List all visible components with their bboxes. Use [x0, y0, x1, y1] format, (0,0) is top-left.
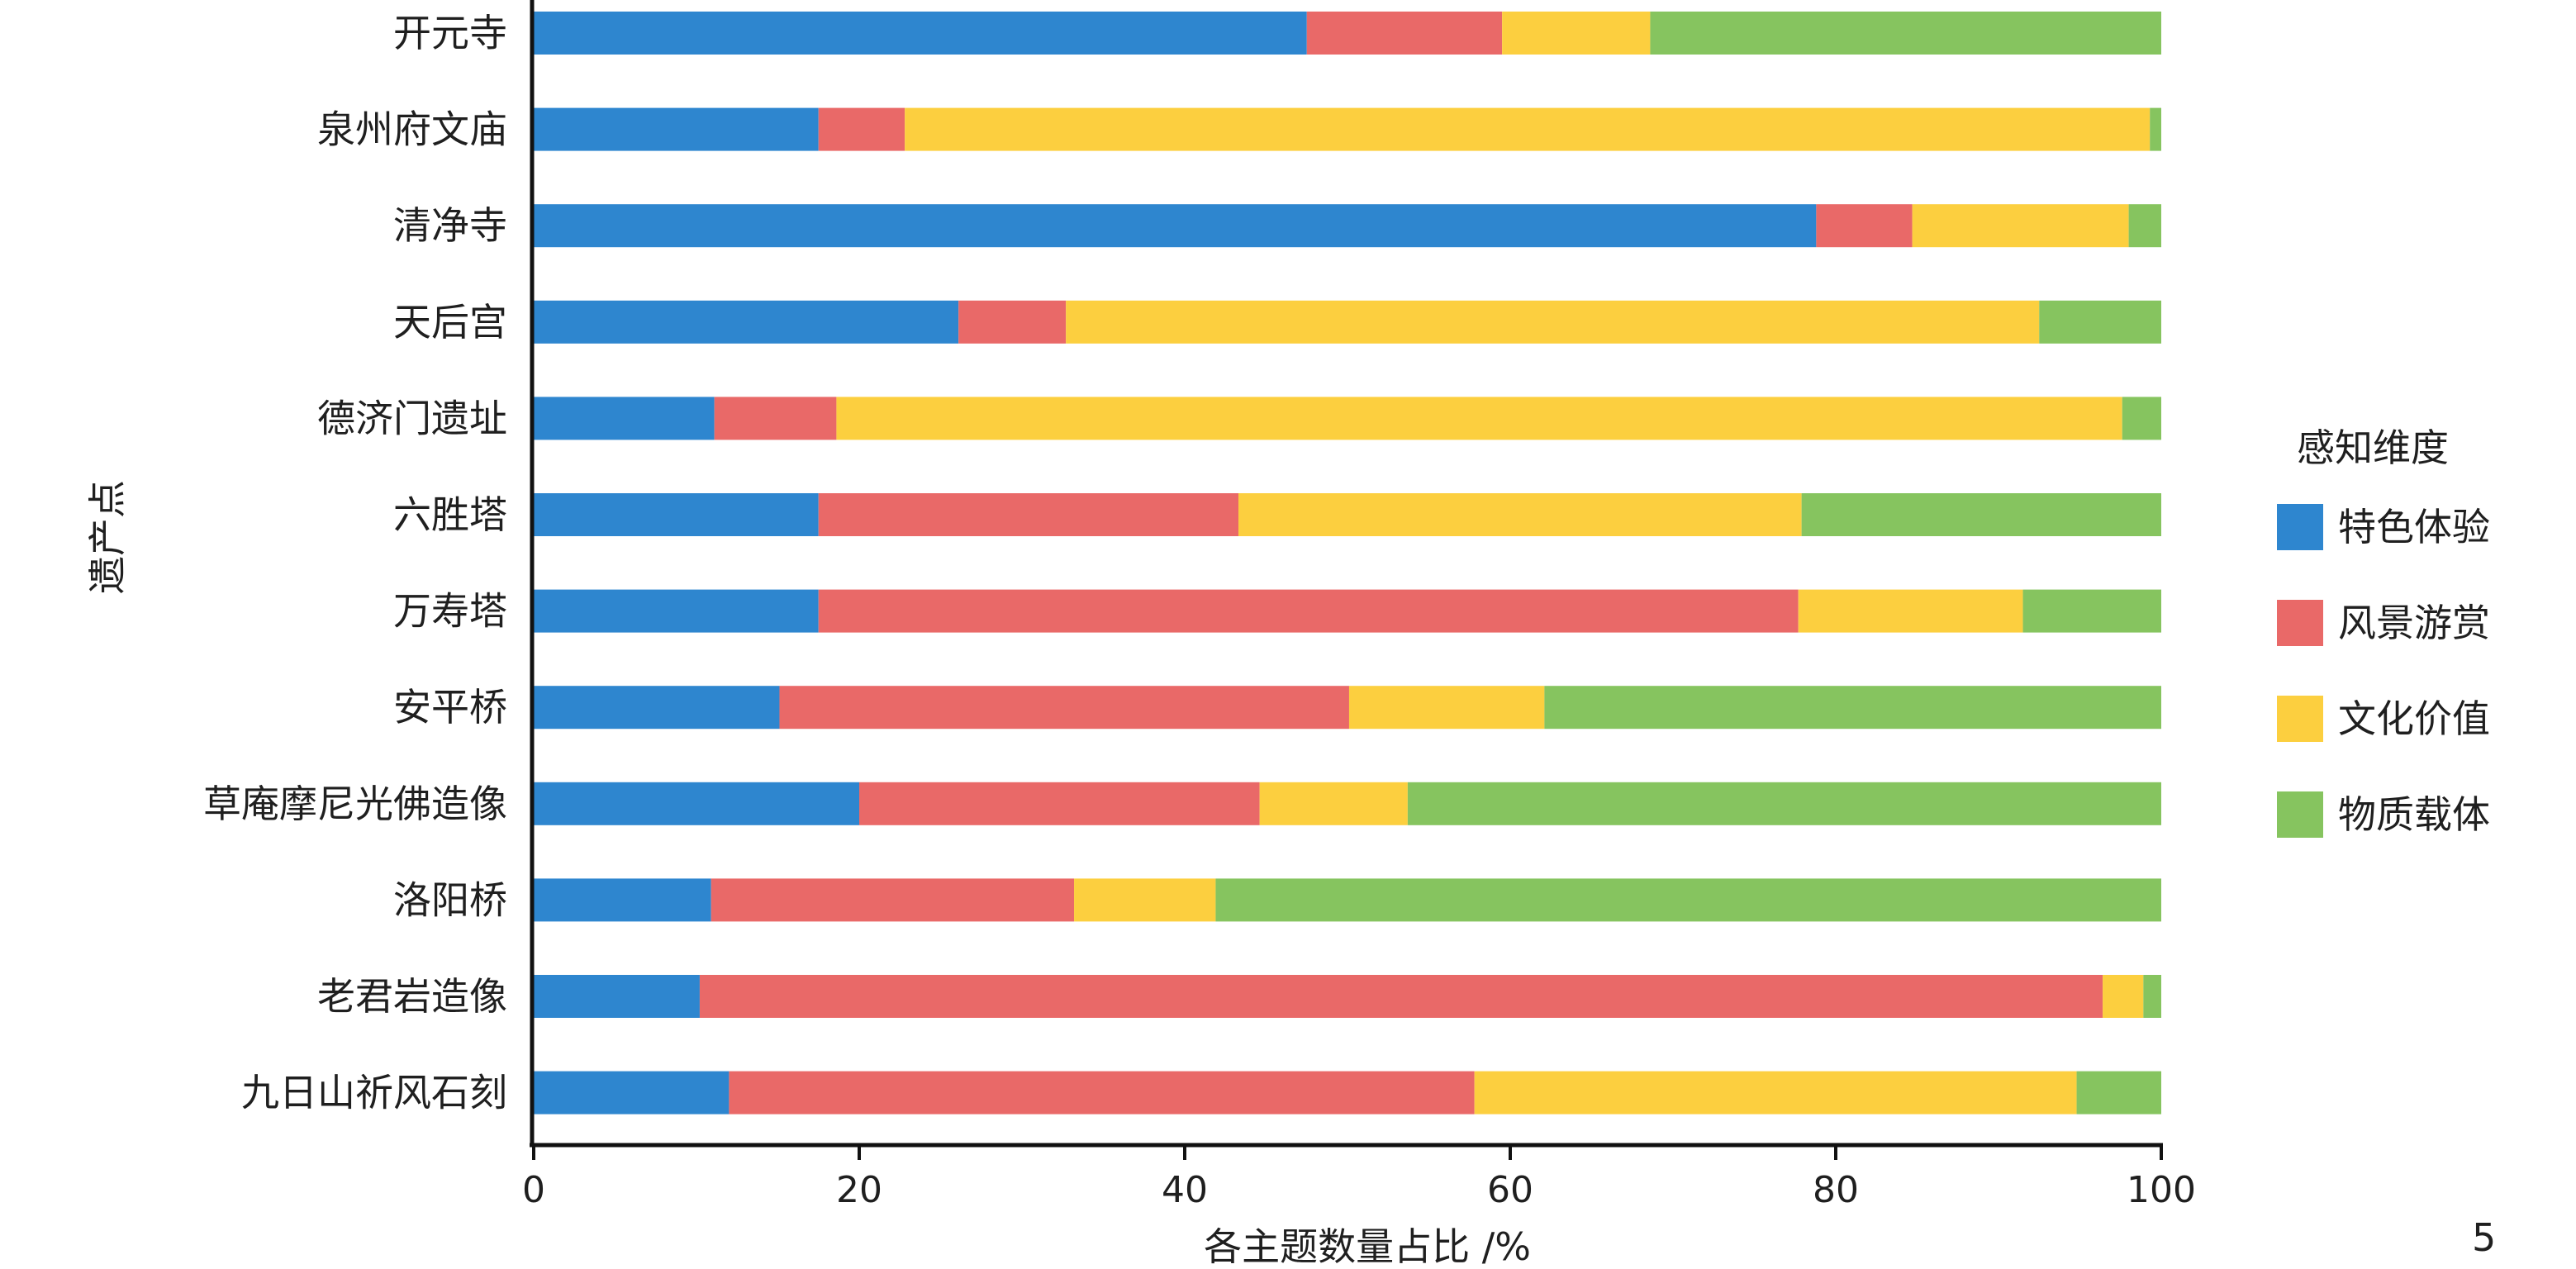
bar-segment [818, 493, 1239, 536]
bar-segment [534, 589, 819, 633]
bar-segment [2039, 300, 2161, 344]
x-tick-label: 60 [1487, 1169, 1533, 1211]
bar-segment [1306, 12, 1503, 55]
bar-segment [818, 107, 905, 151]
bar-segment [2103, 975, 2144, 1018]
bar-segment [534, 975, 700, 1018]
y-axis-title: 遗产点 [85, 480, 130, 594]
bar-segment [836, 397, 2122, 440]
category-label: 开元寺 [393, 11, 507, 55]
bar-segment [1407, 782, 2161, 825]
bar-segment [1066, 300, 2040, 344]
category-label: 草庵摩尼光佛造像 [203, 782, 507, 826]
bar-segment [905, 107, 2151, 151]
bar-segment [711, 878, 1075, 922]
x-tick-label: 40 [1162, 1169, 1208, 1211]
bar-segment [534, 493, 819, 536]
x-tick-label: 80 [1813, 1169, 1859, 1211]
x-axis-title: 各主题数量占比 /% [1204, 1224, 1531, 1269]
bar-segment [1544, 686, 2161, 730]
bar-segment [534, 107, 819, 151]
x-tick-label: 0 [522, 1169, 545, 1211]
category-label: 德济门遗址 [317, 396, 507, 440]
x-tick-label: 20 [836, 1169, 882, 1211]
category-label: 六胜塔 [393, 492, 507, 537]
bar-segment [534, 782, 859, 825]
bar-segment [2143, 975, 2161, 1018]
category-label: 安平桥 [393, 685, 507, 730]
legend-swatch [2277, 696, 2323, 742]
bar-segment [1074, 878, 1216, 922]
bars-layer [534, 12, 2161, 1115]
axes-layer [530, 0, 2163, 1148]
bar-segment [699, 975, 2103, 1018]
bar-segment [729, 1071, 1475, 1115]
bar-segment [534, 878, 711, 922]
category-label: 万寿塔 [393, 589, 507, 634]
bar-segment [714, 397, 837, 440]
bar-segment [534, 300, 959, 344]
bar-segment [534, 204, 1817, 248]
category-label: 老君岩造像 [317, 974, 507, 1019]
bar-segment [779, 686, 1349, 730]
legend-label: 物质载体 [2338, 792, 2490, 837]
bar-segment [958, 300, 1067, 344]
category-label: 洛阳桥 [393, 877, 507, 922]
bar-segment [2122, 397, 2161, 440]
bar-segment [1650, 12, 2161, 55]
legend-swatch [2277, 600, 2323, 646]
bar-segment [534, 686, 780, 730]
bar-segment [1912, 204, 2129, 248]
bar-segment [534, 397, 715, 440]
bar-segment [534, 1071, 730, 1115]
bar-segment [818, 589, 1799, 633]
bar-segment [1215, 878, 2161, 922]
bar-segment [1798, 589, 2023, 633]
legend-label: 特色体验 [2338, 505, 2490, 549]
category-label: 九日山祈风石刻 [241, 1071, 507, 1115]
x-axis-ticks: 0 20 40 60 80 100 [522, 1145, 2196, 1211]
bar-segment [2076, 1071, 2161, 1115]
x-tick-label: 100 [2127, 1169, 2196, 1211]
bar-segment [1502, 12, 1651, 55]
bar-segment [2128, 204, 2161, 248]
bar-segment [1474, 1071, 2077, 1115]
bar-segment [1816, 204, 1913, 248]
bar-segment [534, 12, 1307, 55]
legend-label: 风景游赏 [2338, 601, 2490, 645]
legend-label: 文化价值 [2338, 696, 2490, 741]
bar-segment [1259, 782, 1408, 825]
legend-swatch [2277, 791, 2323, 838]
bar-segment [1801, 493, 2161, 536]
category-label: 泉州府文庙 [317, 107, 507, 152]
page-number: 5 [2472, 1215, 2496, 1260]
category-label: 天后宫 [393, 300, 507, 345]
category-label: 清净寺 [393, 203, 507, 248]
category-labels: 开元寺泉州府文庙清净寺天后宫德济门遗址六胜塔万寿塔安平桥草庵摩尼光佛造像洛阳桥老… [203, 11, 507, 1115]
bar-segment [1348, 686, 1545, 730]
legend-swatch [2277, 504, 2323, 550]
bar-segment [2150, 107, 2161, 151]
bar-segment [2022, 589, 2161, 633]
bar-segment [859, 782, 1260, 825]
bar-segment [1238, 493, 1802, 536]
legend-title: 感知维度 [2297, 425, 2449, 470]
